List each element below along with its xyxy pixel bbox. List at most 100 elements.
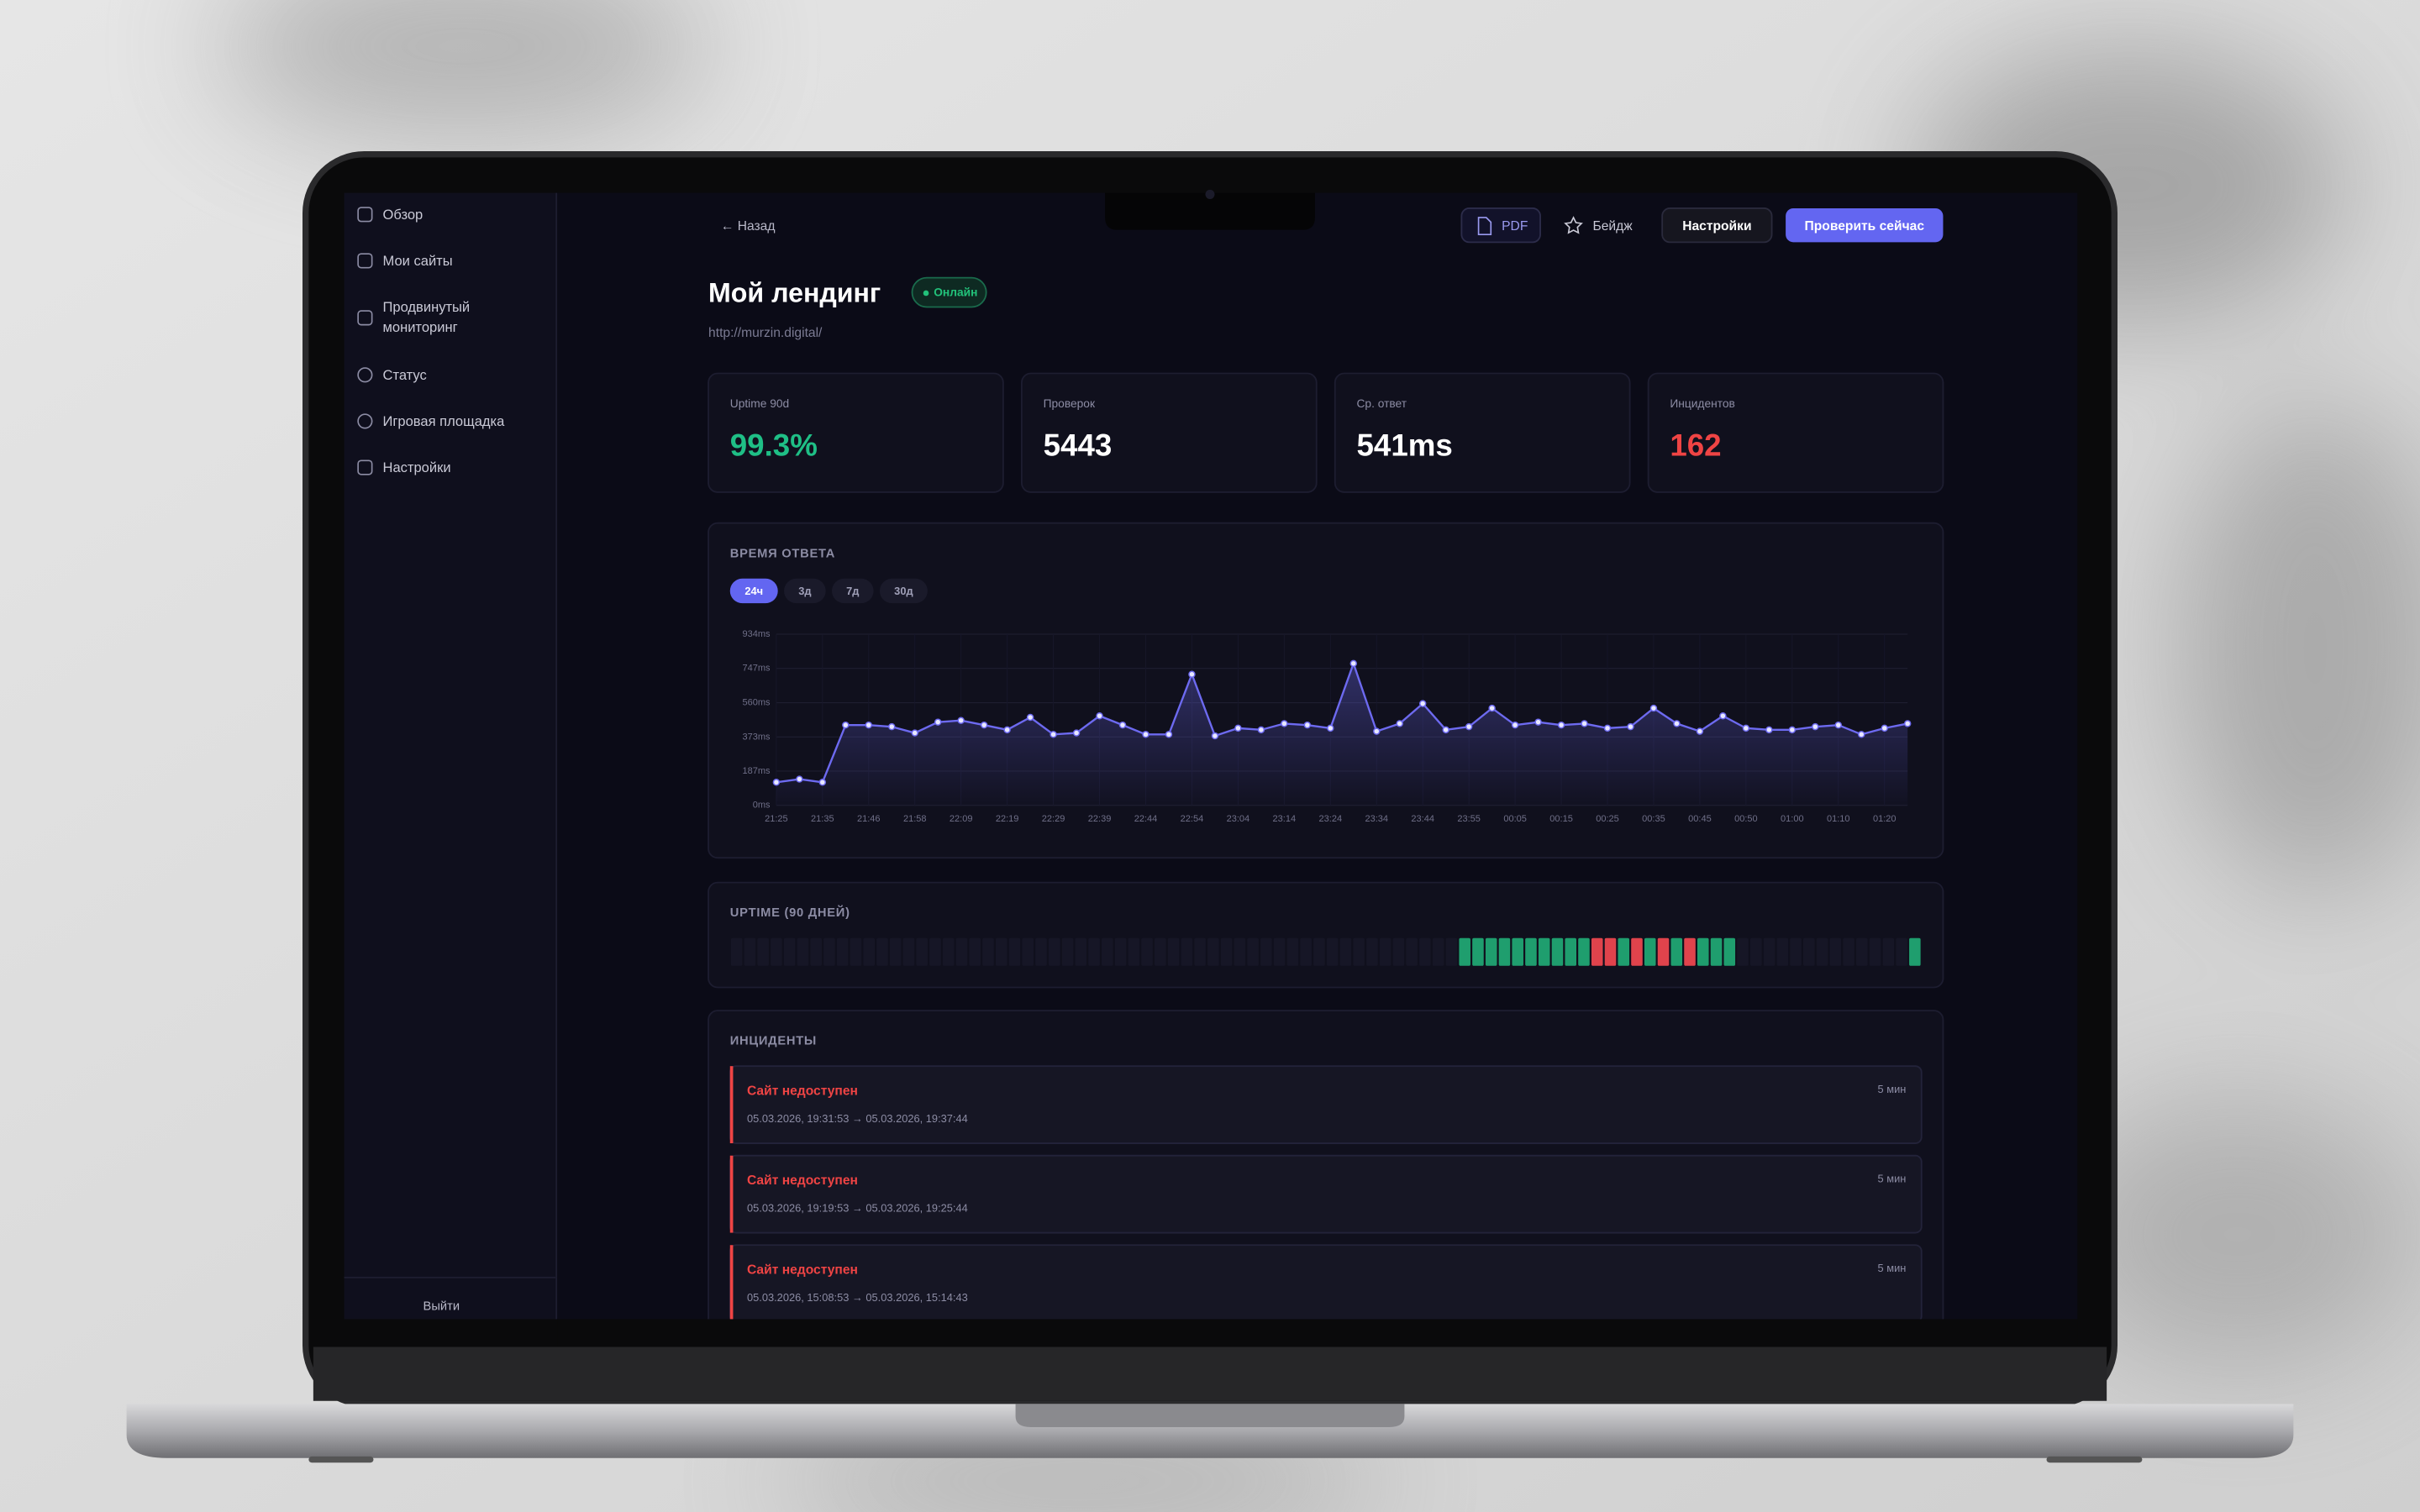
point (1581, 720, 1588, 727)
stat-label: Инцидентов (1670, 397, 1734, 410)
day-empty (1803, 937, 1815, 966)
stat-value: 541ms (1356, 428, 1452, 462)
stat-card (708, 372, 1004, 493)
nav-item[interactable]: Настройки (383, 458, 525, 501)
day-empty (1273, 937, 1286, 966)
nav-item[interactable]: Мои сайты (383, 250, 525, 293)
day-empty (1234, 937, 1246, 966)
status-badge (911, 276, 987, 308)
day-empty (1737, 937, 1749, 966)
day (1684, 937, 1696, 966)
stat-value: 5443 (1044, 428, 1113, 462)
badge-button[interactable]: Бейдж (1593, 219, 1634, 234)
point (865, 721, 873, 729)
incident-accent (729, 1245, 734, 1323)
incident-title: Сайт недоступен (747, 1263, 858, 1278)
day-empty (836, 937, 849, 966)
day-empty (1155, 937, 1166, 966)
day-empty (1896, 937, 1907, 966)
logout[interactable]: Выйти (424, 1300, 460, 1314)
point (1327, 724, 1334, 732)
day-empty (1432, 937, 1444, 966)
settings-button[interactable] (1661, 207, 1773, 244)
incident-card (729, 1065, 1923, 1144)
day-empty (902, 937, 915, 966)
day-empty (1088, 937, 1100, 966)
point (1881, 724, 1888, 732)
day-empty (1220, 937, 1233, 966)
day-empty (1339, 937, 1352, 966)
x-tick-label: 22:54 (1181, 814, 1204, 824)
sidebar (344, 192, 556, 1320)
pdf-label[interactable]: PDF (1502, 219, 1528, 234)
range-button[interactable] (784, 578, 826, 604)
day-empty (1379, 937, 1392, 966)
day-empty (929, 937, 941, 966)
check-label[interactable]: Проверить сейчас (1805, 219, 1925, 234)
day (1604, 937, 1617, 966)
stats: Uptime 90d 99.3% Проверок 5443 Ср. ответ 541m… (708, 372, 1944, 493)
day-empty (1286, 937, 1299, 966)
settings-label[interactable]: Настройки (1682, 219, 1751, 234)
nav-item[interactable]: Обзор (383, 204, 525, 247)
incident-accent (729, 1155, 734, 1233)
nav-item[interactable]: Игровая площадка (383, 411, 525, 454)
area (776, 663, 1908, 806)
x-tick-label: 00:25 (1596, 814, 1619, 824)
incident-card (729, 1244, 1923, 1323)
point (1118, 721, 1127, 729)
chart-title: ВРЕМЯ ОТВЕТА (730, 547, 835, 560)
nav-label[interactable]: Мои сайты (382, 252, 453, 268)
stat-label: Проверок (1044, 397, 1096, 410)
range-label[interactable]: 30д (894, 585, 913, 597)
status-dot (923, 290, 929, 297)
site-url[interactable]: http://murzin.digital/ (708, 326, 823, 340)
pdf-button[interactable] (1460, 207, 1541, 244)
x-tick-label: 21:25 (765, 814, 788, 824)
incident-card (729, 1154, 1923, 1234)
day-empty (1141, 937, 1153, 966)
back-link[interactable]: ← Назад (721, 219, 776, 234)
incident-period: 05.03.2026, 19:31:53 → 05.03.2026, 19:37… (747, 1112, 968, 1125)
day-empty (783, 937, 796, 966)
day (1459, 937, 1470, 966)
nav-icon (357, 253, 373, 269)
nav-label[interactable]: Статус (382, 366, 427, 382)
nav-item[interactable]: Продвинутый мониторинг (383, 297, 525, 340)
range-button[interactable] (832, 578, 874, 604)
day-empty (730, 937, 743, 966)
range-label[interactable]: 24ч (744, 585, 763, 597)
incident-accent (729, 1066, 734, 1144)
point (1165, 731, 1173, 738)
day-empty (1790, 937, 1802, 966)
range-label[interactable]: 3д (798, 585, 811, 597)
nav-label[interactable]: Продвинутый мониторинг (382, 299, 471, 335)
day-empty (1181, 937, 1193, 966)
point (1373, 727, 1381, 735)
range-label[interactable]: 7д (846, 585, 859, 597)
x-tick-label: 00:35 (1642, 814, 1665, 824)
day-empty (1022, 937, 1034, 966)
day (1578, 937, 1590, 966)
point (957, 717, 965, 724)
day-empty (1247, 937, 1259, 966)
check-button[interactable] (1786, 207, 1944, 243)
range-button[interactable] (879, 578, 928, 604)
notch (1105, 192, 1315, 230)
nav-label[interactable]: Игровая площадка (382, 412, 505, 428)
uptime-bars (730, 937, 1921, 966)
day-empty (1366, 937, 1378, 966)
nav-item[interactable]: Статус (383, 365, 525, 407)
day-empty (810, 937, 822, 966)
day (1551, 937, 1564, 966)
nav-icon (357, 310, 373, 326)
day-empty (771, 937, 782, 966)
nav-label[interactable]: Обзор (382, 206, 424, 222)
x-tick-label: 22:19 (996, 814, 1019, 824)
day-empty (757, 937, 769, 966)
range-button[interactable] (729, 578, 778, 604)
nav-label[interactable]: Настройки (382, 459, 451, 475)
x-tick-label: 00:45 (1688, 814, 1712, 824)
y-tick-label: 934ms (742, 629, 771, 639)
incident-duration: 5 мин (1878, 1083, 1907, 1095)
